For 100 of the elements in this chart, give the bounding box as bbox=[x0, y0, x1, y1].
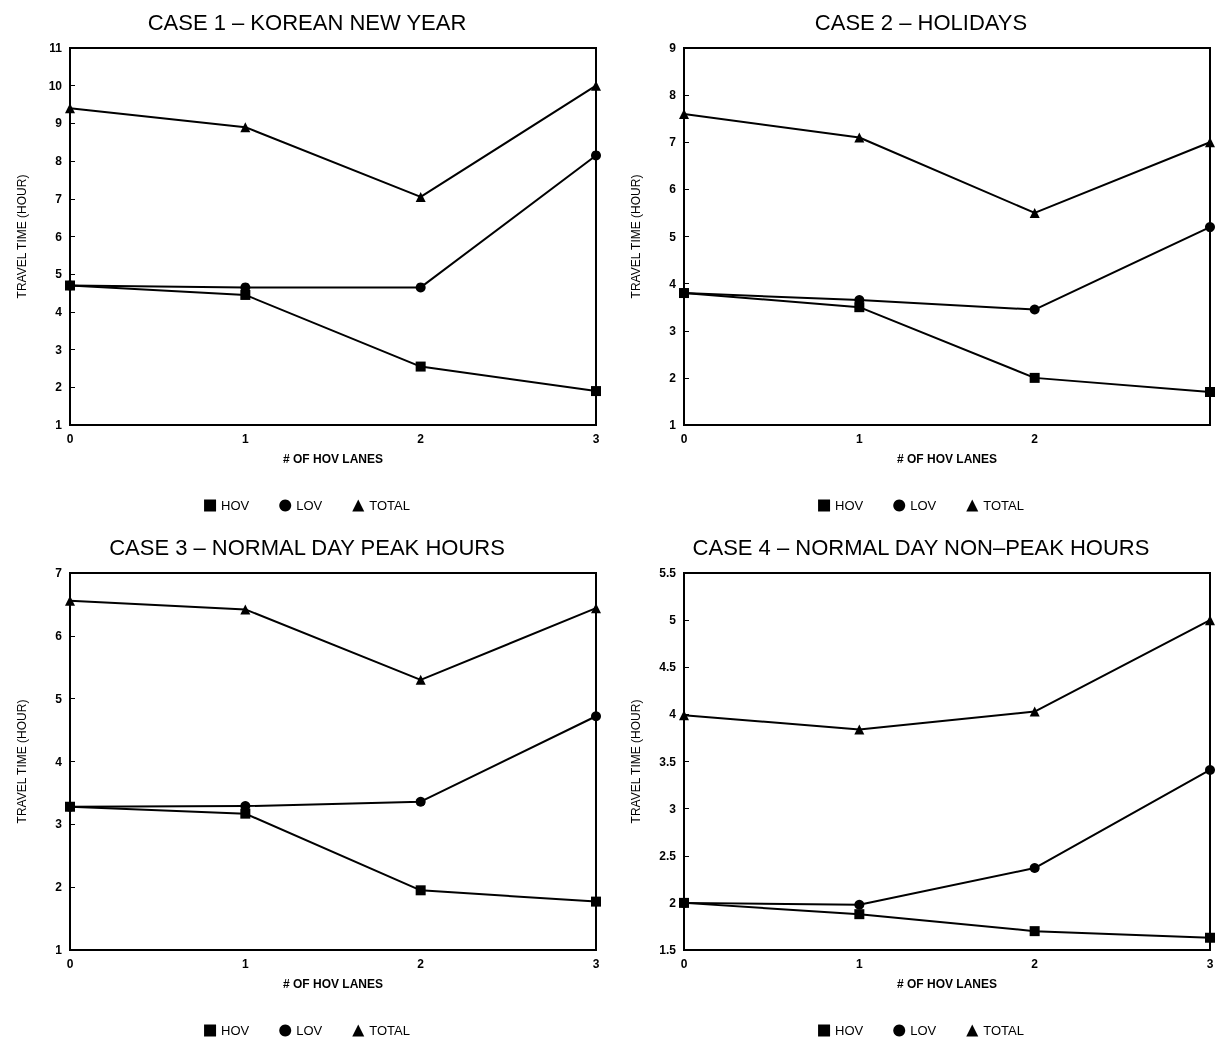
y-tick-label: 2 bbox=[669, 370, 677, 385]
y-tick-label: 2 bbox=[55, 380, 63, 395]
point bbox=[1205, 387, 1215, 398]
x-tick-label: 1 bbox=[855, 957, 863, 971]
y-tick-label: 1 bbox=[55, 943, 63, 957]
point bbox=[1029, 926, 1040, 937]
y-axis-title: TRAVEL TIME (HOUR) bbox=[15, 174, 29, 299]
point bbox=[240, 122, 251, 133]
legend-label: HOV bbox=[835, 1023, 864, 1038]
y-tick-label: 5 bbox=[669, 229, 677, 244]
y-tick-label: 6 bbox=[55, 229, 63, 244]
legend-label: TOTAL bbox=[369, 1023, 410, 1038]
y-tick-label: 5 bbox=[55, 691, 63, 706]
y-tick-label: 3 bbox=[55, 817, 63, 832]
y-tick-label: 7 bbox=[669, 135, 677, 150]
point bbox=[1205, 764, 1215, 775]
point bbox=[591, 150, 601, 161]
y-tick-label: 11 bbox=[49, 41, 63, 55]
y-tick-label: 5.5 bbox=[659, 566, 677, 580]
x-tick-label: 3 bbox=[1206, 957, 1214, 971]
y-tick-label: 10 bbox=[48, 78, 63, 93]
point bbox=[240, 604, 251, 615]
y-tick-label: 1 bbox=[55, 418, 63, 432]
point bbox=[1029, 304, 1040, 315]
x-axis-title: # OF HOV LANES bbox=[282, 977, 384, 991]
legend-label: LOV bbox=[296, 1023, 323, 1038]
point bbox=[591, 896, 601, 907]
point bbox=[415, 885, 426, 896]
y-tick-label: 8 bbox=[55, 154, 63, 169]
point bbox=[415, 282, 426, 293]
point bbox=[415, 191, 426, 202]
x-tick-label: 0 bbox=[680, 957, 688, 971]
legend-label: TOTAL bbox=[369, 498, 410, 513]
y-axis-title: TRAVEL TIME (HOUR) bbox=[629, 699, 643, 824]
y-tick-label: 2.5 bbox=[659, 848, 677, 863]
y-tick-label: 2 bbox=[669, 895, 677, 910]
y-tick-label: 4 bbox=[669, 276, 677, 291]
y-tick-label: 5 bbox=[55, 267, 63, 282]
y-tick-label: 6 bbox=[669, 182, 677, 197]
x-tick-label: 3 bbox=[592, 957, 600, 971]
y-tick-label: 4 bbox=[669, 707, 677, 722]
point bbox=[591, 711, 601, 722]
point bbox=[1029, 207, 1040, 218]
point bbox=[591, 386, 601, 397]
y-tick-label: 3.5 bbox=[659, 754, 677, 769]
x-axis-title: # OF HOV LANES bbox=[282, 452, 384, 466]
legend-label: TOTAL bbox=[983, 1023, 1024, 1038]
point bbox=[1029, 863, 1040, 873]
legend-label: LOV bbox=[296, 498, 323, 513]
x-axis-title: # OF HOV LANES bbox=[896, 452, 998, 466]
chart-title: CASE 2 – HOLIDAYS bbox=[814, 9, 1028, 35]
legend-label: LOV bbox=[910, 498, 937, 513]
y-tick-label: 3 bbox=[669, 801, 677, 816]
point bbox=[415, 361, 426, 372]
x-tick-label: 1 bbox=[855, 432, 863, 446]
y-tick-label: 7 bbox=[55, 191, 63, 206]
point bbox=[854, 899, 865, 910]
y-tick-label: 3 bbox=[669, 323, 677, 338]
y-tick-label: 8 bbox=[669, 88, 677, 103]
y-axis-title: TRAVEL TIME (HOUR) bbox=[15, 699, 29, 824]
y-axis-title: TRAVEL TIME (HOUR) bbox=[629, 174, 643, 299]
x-tick-label: 2 bbox=[1031, 432, 1039, 446]
point bbox=[1029, 372, 1040, 383]
x-tick-label: 2 bbox=[1031, 957, 1039, 971]
chart-title: CASE 1 – KOREAN NEW YEAR bbox=[147, 9, 467, 35]
x-tick-label: 1 bbox=[241, 432, 249, 446]
y-tick-label: 9 bbox=[669, 41, 677, 55]
chart-title: CASE 3 – NORMAL DAY PEAK HOURS bbox=[109, 534, 505, 560]
point bbox=[1205, 222, 1215, 233]
y-tick-label: 1 bbox=[669, 418, 677, 432]
y-tick-label: 4.5 bbox=[659, 660, 677, 675]
y-tick-label: 4 bbox=[55, 754, 63, 769]
point bbox=[854, 909, 865, 920]
x-tick-label: 0 bbox=[680, 432, 688, 446]
point bbox=[1205, 932, 1215, 943]
y-tick-label: 2 bbox=[55, 880, 63, 895]
legend-label: HOV bbox=[835, 498, 864, 513]
point bbox=[854, 132, 865, 143]
legend-label: HOV bbox=[221, 1023, 250, 1038]
y-tick-label: 9 bbox=[55, 116, 63, 131]
x-axis-title: # OF HOV LANES bbox=[896, 977, 998, 991]
y-tick-label: 6 bbox=[55, 628, 63, 643]
point bbox=[1029, 706, 1040, 717]
x-tick-label: 3 bbox=[592, 432, 600, 446]
x-tick-label: 0 bbox=[66, 432, 74, 446]
legend-label: TOTAL bbox=[983, 498, 1024, 513]
x-tick-label: 0 bbox=[66, 957, 74, 971]
point bbox=[854, 724, 865, 735]
x-tick-label: 2 bbox=[417, 432, 425, 446]
chart-title: CASE 4 – NORMAL DAY NON–PEAK HOURS bbox=[692, 534, 1150, 560]
point bbox=[415, 674, 426, 685]
x-tick-label: 2 bbox=[417, 957, 425, 971]
legend-label: HOV bbox=[221, 498, 250, 513]
point bbox=[415, 796, 426, 807]
y-tick-label: 7 bbox=[55, 566, 63, 580]
y-tick-label: 1.5 bbox=[659, 943, 677, 957]
y-tick-label: 3 bbox=[55, 342, 63, 357]
y-tick-label: 5 bbox=[669, 613, 677, 628]
y-tick-label: 4 bbox=[55, 304, 63, 319]
x-tick-label: 1 bbox=[241, 957, 249, 971]
